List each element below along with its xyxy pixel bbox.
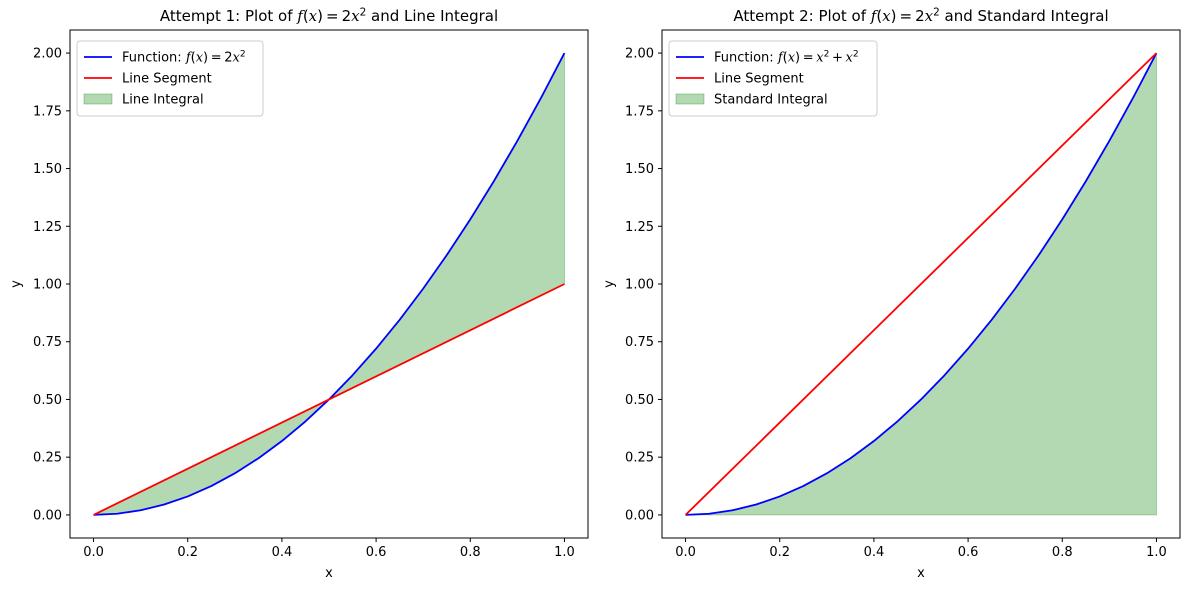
legend-area-swatch [675,93,705,105]
y-tick-label: 0.75 [625,335,654,350]
legend: Function: f(x) = x2​ + x2​ Line Segment St… [668,40,878,117]
series-line-1 [685,52,1158,516]
x-tick-label: 0.0 [83,545,104,560]
chart-panel-1: 0.0 0.2 0.4 0.6 0.8 1.0 0.00 0.25 0.50 0.75 1.00 1.… [9,6,589,581]
x-tick-label: 0.6 [366,545,387,560]
y-tick-label: 0.00 [625,508,654,523]
x-tick-label: 1.0 [1146,545,1167,560]
chart-panel-2: 0.0 0.2 0.4 0.6 0.8 1.0 0.00 0.25 0.50 0.75 1.00 1.… [602,6,1181,581]
legend-label: Line Segment [122,72,212,87]
y-tick-label: 1.00 [625,278,654,293]
x-tick-label: 0.6 [958,545,979,560]
x-tick-label: 0.8 [460,545,481,560]
y-tick-label: 1.75 [33,104,62,119]
y-tick-label: 2.00 [33,47,62,62]
y-tick-label: 1.00 [33,278,62,293]
y-tick-label: 2.00 [625,47,654,62]
y-tick-label: 1.25 [625,220,654,235]
legend-box [668,40,878,117]
y-tick-label: 1.25 [33,220,62,235]
legend-area-swatch [83,93,113,105]
y-tick-label: 1.50 [625,162,654,177]
y-axis-label: y [9,280,24,288]
y-tick-label: 1.75 [625,104,654,119]
legend: Function: f(x) = 2x2​ Line Segment Line In… [76,40,264,117]
y-tick-label: 0.00 [33,508,62,523]
y-tick-label: 0.25 [33,451,62,466]
x-tick-label: 0.8 [1052,545,1073,560]
chart-title: Attempt 2: Plot of f(x) = 2x2​ and Stand… [733,6,1108,25]
legend-label: Function: f(x) = x2​ + x2​ [714,50,859,66]
y-tick-label: 0.50 [625,393,654,408]
x-tick-label: 0.2 [769,545,790,560]
y-tick-label: 0.50 [33,393,62,408]
series-area-3 [93,52,565,516]
x-tick-label: 0.2 [177,545,198,560]
legend-label: Function: f(x) = 2x2​ [122,50,246,66]
series-line-2 [93,283,565,516]
x-tick-label: 0.0 [675,545,696,560]
y-axis-label: y [602,280,617,288]
chart-title: Attempt 1: Plot of f(x) = 2x2​ and Line … [160,6,498,25]
y-tick-label: 0.75 [33,335,62,350]
x-tick-label: 0.4 [272,545,293,560]
y-tick-label: 0.25 [625,451,654,466]
x-axis-label: x [917,566,925,581]
legend-label: Line Integral [122,93,204,108]
legend-box [76,40,264,117]
x-axis-label: x [325,566,333,581]
series-line-2 [684,52,1158,516]
x-tick-label: 1.0 [554,545,575,560]
x-tick-label: 0.4 [864,545,885,560]
y-tick-label: 1.50 [33,162,62,177]
legend-label: Standard Integral [714,93,828,108]
legend-label: Line Segment [714,72,804,87]
